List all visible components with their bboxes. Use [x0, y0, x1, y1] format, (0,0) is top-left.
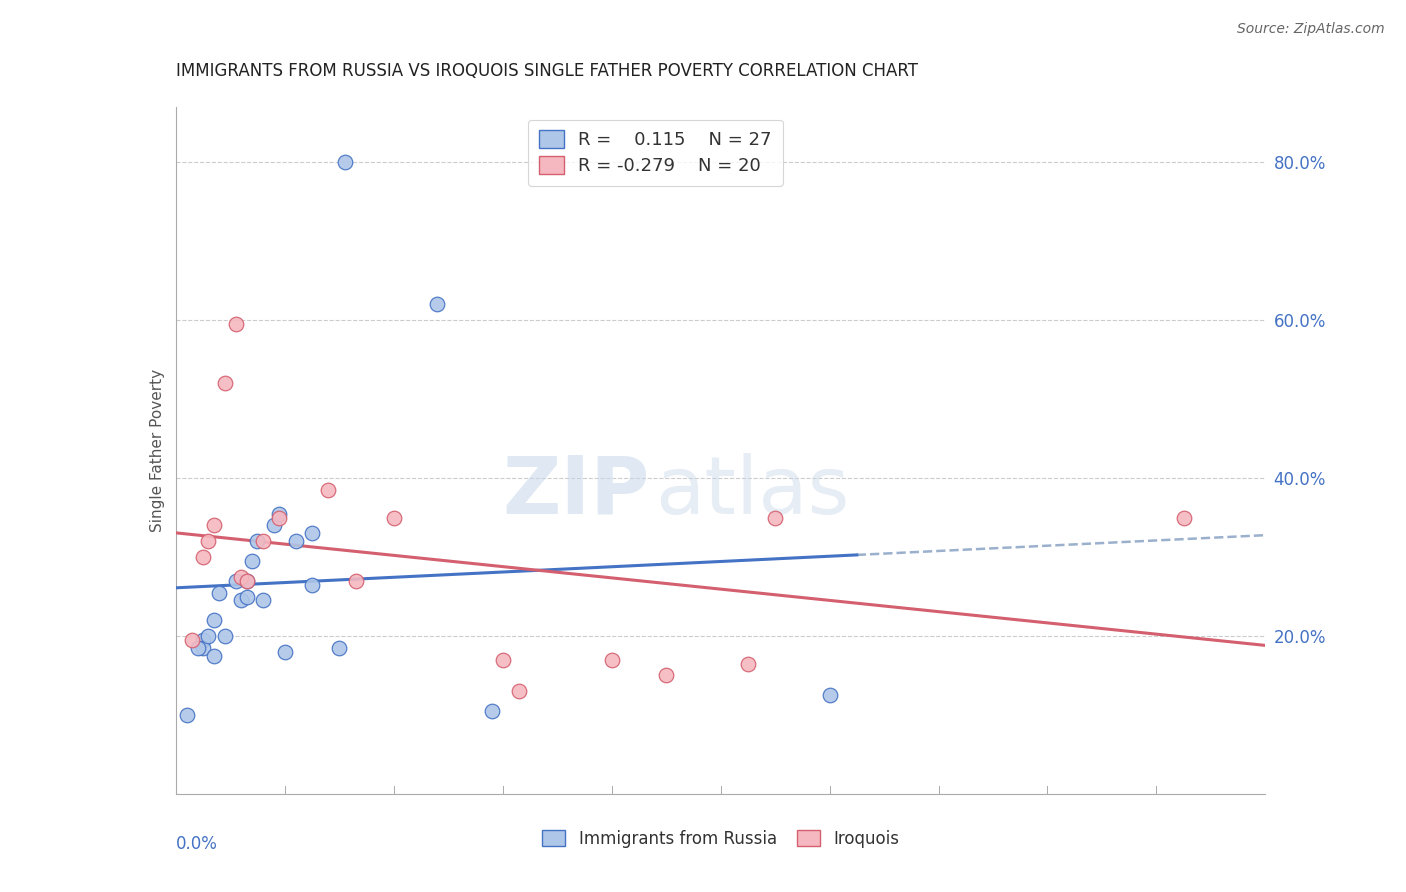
Point: [426, 297, 449, 311]
Point: [191, 632, 214, 647]
Point: [600, 653, 623, 667]
Text: Source: ZipAtlas.com: Source: ZipAtlas.com: [1237, 22, 1385, 37]
Point: [197, 629, 219, 643]
Point: [240, 554, 263, 568]
Point: [181, 632, 204, 647]
Point: [252, 534, 274, 549]
Point: [269, 507, 291, 521]
Point: [492, 653, 515, 667]
Text: IMMIGRANTS FROM RUSSIA VS IROQUOIS SINGLE FATHER POVERTY CORRELATION CHART: IMMIGRANTS FROM RUSSIA VS IROQUOIS SINGL…: [176, 62, 918, 79]
Point: [202, 518, 225, 533]
Point: [214, 629, 236, 643]
Point: [191, 640, 214, 655]
Point: [186, 640, 209, 655]
Point: [382, 510, 405, 524]
Legend: Immigrants from Russia, Iroquois: Immigrants from Russia, Iroquois: [536, 823, 905, 855]
Point: [508, 684, 530, 698]
Point: [344, 574, 367, 588]
Point: [333, 155, 356, 169]
Point: [246, 534, 269, 549]
Point: [235, 574, 257, 588]
Point: [202, 613, 225, 627]
Point: [269, 510, 291, 524]
Point: [301, 577, 323, 591]
Text: 0.0%: 0.0%: [176, 835, 218, 853]
Point: [176, 707, 198, 722]
Point: [655, 668, 678, 682]
Point: [231, 593, 253, 607]
Point: [235, 590, 257, 604]
Text: atlas: atlas: [655, 452, 849, 531]
Point: [263, 518, 285, 533]
Y-axis label: Single Father Poverty: Single Father Poverty: [149, 369, 165, 532]
Point: [191, 549, 214, 564]
Point: [284, 534, 307, 549]
Point: [737, 657, 759, 671]
Point: [214, 376, 236, 391]
Point: [763, 510, 786, 524]
Point: [301, 526, 323, 541]
Point: [1173, 510, 1195, 524]
Point: [197, 534, 219, 549]
Point: [328, 640, 350, 655]
Point: [274, 645, 297, 659]
Point: [252, 593, 274, 607]
Point: [235, 574, 257, 588]
Point: [318, 483, 340, 497]
Point: [481, 704, 503, 718]
Text: ZIP: ZIP: [502, 452, 650, 531]
Point: [202, 648, 225, 663]
Point: [818, 688, 841, 702]
Point: [231, 570, 253, 584]
Point: [225, 574, 247, 588]
Point: [225, 317, 247, 331]
Point: [208, 585, 231, 599]
